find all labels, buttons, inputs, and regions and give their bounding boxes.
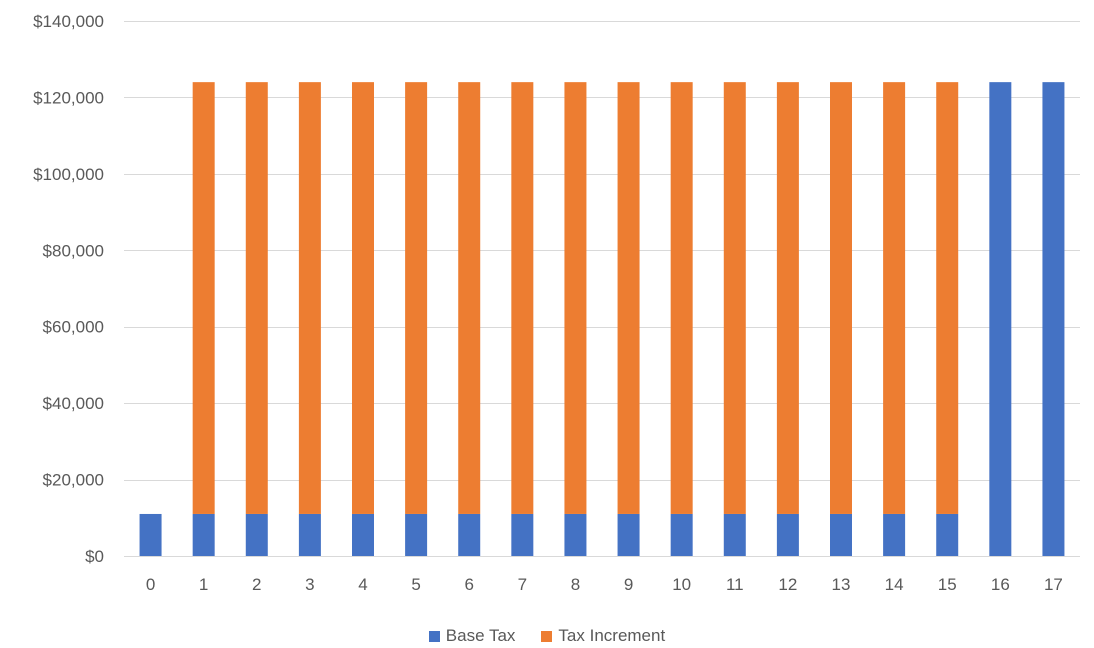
bar-base-tax	[830, 513, 852, 556]
bar-base-tax	[617, 513, 640, 556]
bar-tax-increment	[776, 82, 799, 514]
bar-base-tax	[723, 513, 746, 556]
legend-label-base-tax: Base Tax	[445, 626, 516, 645]
y-tick-label: $20,000	[43, 471, 104, 490]
x-tick-label: 4	[358, 575, 367, 594]
y-axis-labels: $0 $20,000 $40,000 $60,000 $80,000 $100,000 $1…	[33, 12, 104, 566]
bar-tax-increment	[723, 82, 746, 514]
x-tick-label: 14	[885, 575, 904, 594]
stacked-bar-chart: $0 $20,000 $40,000 $60,000 $80,000 $100,000 $1…	[33, 12, 1080, 594]
y-tick-label: $0	[85, 547, 104, 566]
y-tick-label: $80,000	[43, 241, 104, 260]
bar-base-tax	[1042, 82, 1065, 556]
bar-base-tax	[192, 513, 215, 556]
bar-base-tax	[245, 513, 268, 556]
legend-item-tax-increment: Tax Increment	[541, 626, 665, 646]
x-tick-label: 6	[464, 575, 473, 594]
x-tick-label: 8	[571, 575, 580, 594]
bar-tax-increment	[192, 82, 215, 514]
y-tick-label: $140,000	[33, 12, 104, 31]
legend-swatch-base-tax	[428, 630, 440, 642]
bar-base-tax	[989, 82, 1012, 556]
legend-label-tax-increment: Tax Increment	[558, 626, 666, 645]
bar-base-tax	[670, 513, 693, 556]
bar-base-tax	[298, 513, 321, 556]
bar-base-tax	[511, 513, 534, 556]
bar-tax-increment	[298, 82, 321, 514]
bar-base-tax	[564, 513, 587, 556]
bar-tax-increment	[936, 82, 959, 514]
legend: Base Tax Tax Increment	[0, 626, 1094, 646]
x-tick-label: 5	[411, 575, 420, 594]
bar-tax-increment	[245, 82, 268, 514]
bar-base-tax	[139, 513, 162, 556]
bar-base-tax	[352, 513, 374, 556]
bar-tax-increment	[617, 82, 640, 514]
y-tick-label: $120,000	[33, 88, 104, 107]
bar-tax-increment	[511, 82, 534, 514]
legend-item-base-tax: Base Tax	[428, 626, 516, 646]
bar-tax-increment	[352, 82, 374, 514]
grid-lines	[124, 21, 1080, 557]
x-tick-label: 2	[252, 575, 261, 594]
x-axis-labels: 0 1 2 3 4 5 6 7 8 9 10 11 12 13 14 15 16 17	[146, 575, 1063, 594]
x-tick-label: 3	[305, 575, 314, 594]
x-tick-label: 12	[778, 575, 797, 594]
x-tick-label: 17	[1044, 575, 1063, 594]
x-tick-label: 0	[146, 575, 155, 594]
y-tick-label: $60,000	[43, 318, 104, 337]
y-tick-label: $100,000	[33, 165, 104, 184]
bar-tax-increment	[830, 82, 852, 514]
bar-base-tax	[936, 513, 959, 556]
bar-tax-increment	[883, 82, 906, 514]
bar-tax-increment	[670, 82, 693, 514]
x-tick-label: 15	[938, 575, 957, 594]
legend-swatch-tax-increment	[541, 630, 553, 642]
x-tick-label: 13	[832, 575, 851, 594]
bar-tax-increment	[458, 82, 481, 514]
bar-base-tax	[776, 513, 799, 556]
y-tick-label: $40,000	[43, 394, 104, 413]
x-tick-label: 9	[624, 575, 633, 594]
bar-base-tax	[405, 513, 428, 556]
x-tick-label: 16	[991, 575, 1010, 594]
x-tick-label: 11	[726, 575, 744, 594]
bar-base-tax	[458, 513, 481, 556]
bars	[139, 82, 1065, 556]
bar-tax-increment	[564, 82, 587, 514]
x-tick-label: 7	[518, 575, 527, 594]
bar-tax-increment	[405, 82, 428, 514]
bar-base-tax	[883, 513, 906, 556]
x-tick-label: 10	[672, 575, 691, 594]
x-tick-label: 1	[199, 575, 208, 594]
